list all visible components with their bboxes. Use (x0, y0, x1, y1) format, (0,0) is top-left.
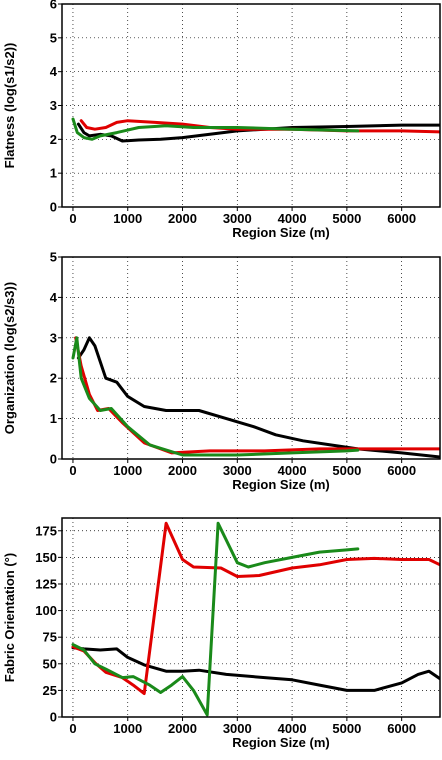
y-tick-label: 0 (50, 710, 57, 725)
x-tick-label: 3000 (223, 721, 252, 736)
series-line-3 (71, 117, 360, 141)
y-tick-label: 175 (35, 523, 57, 538)
chart-panel-1: 0 1000 2000 3000 4000 5000 6000 0 1 2 3 4 5 6 Region S… (2, 0, 441, 240)
series-line-3 (71, 336, 360, 457)
y-tick-label: 75 (43, 630, 57, 645)
x-axis-label: Region Size (m) (232, 735, 330, 750)
y-tick-label: 50 (43, 656, 57, 671)
x-tick-label: 6000 (387, 463, 416, 478)
x-tick-label: 4000 (278, 211, 307, 226)
x-tick-label: 2000 (168, 721, 197, 736)
plot-frame (61, 256, 441, 460)
series-line-1 (76, 336, 440, 459)
x-axis-label: Region Size (m) (232, 225, 330, 240)
series-line-1 (71, 646, 440, 692)
y-tick-label: 1 (50, 166, 57, 181)
x-tick-label: 6000 (387, 721, 416, 736)
y-axis-label: Flatness (log(s1/s2)) (2, 43, 17, 169)
x-tick-label: 3000 (223, 463, 252, 478)
y-tick-label: 125 (35, 576, 57, 591)
x-tick-label: 1000 (113, 463, 142, 478)
y-tick-label: 3 (50, 98, 57, 113)
x-tick-label: 0 (69, 211, 76, 226)
y-tick-label: 3 (50, 330, 57, 345)
y-tick-label: 0 (50, 200, 57, 215)
y-tick-label: 5 (50, 250, 57, 265)
x-tick-label: 2000 (168, 211, 197, 226)
y-tick-label: 2 (50, 132, 57, 147)
y-tick-label: 150 (35, 550, 57, 565)
series-line-1 (76, 122, 440, 143)
series-line-2 (74, 336, 440, 455)
y-tick-label: 100 (35, 603, 57, 618)
x-tick-label: 1000 (113, 721, 142, 736)
series-line-2 (71, 521, 440, 696)
y-tick-label: 1 (50, 411, 57, 426)
x-tick-label: 0 (69, 463, 76, 478)
x-tick-label: 1000 (113, 211, 142, 226)
x-tick-label: 3000 (223, 211, 252, 226)
x-tick-label: 4000 (278, 463, 307, 478)
x-tick-label: 5000 (332, 463, 361, 478)
x-tick-label: 4000 (278, 721, 307, 736)
x-tick-label: 2000 (168, 463, 197, 478)
y-axis-label: Fabric Orientation (°) (2, 553, 17, 682)
y-tick-label: 4 (50, 290, 58, 305)
y-tick-label: 6 (50, 0, 57, 12)
y-tick-label: 2 (50, 371, 57, 386)
x-tick-label: 6000 (387, 211, 416, 226)
series-line-3 (71, 521, 360, 717)
y-tick-label: 25 (43, 683, 57, 698)
x-axis-label: Region Size (m) (232, 477, 330, 492)
y-axis-label: Organization (log(s2/s3)) (2, 282, 17, 434)
chart-panel-3: 0 1000 2000 3000 4000 5000 6000 0 25 50 75 100 125 15… (2, 517, 441, 750)
x-tick-label: 0 (69, 721, 76, 736)
plot-frame (61, 517, 441, 718)
x-tick-label: 5000 (332, 211, 361, 226)
x-tick-label: 5000 (332, 721, 361, 736)
y-tick-label: 4 (50, 64, 58, 79)
chart-panel-2: 0 1000 2000 3000 4000 5000 6000 0 1 2 3 4 5 Region Si… (2, 250, 441, 492)
y-tick-label: 0 (50, 452, 57, 467)
y-tick-label: 5 (50, 30, 57, 45)
